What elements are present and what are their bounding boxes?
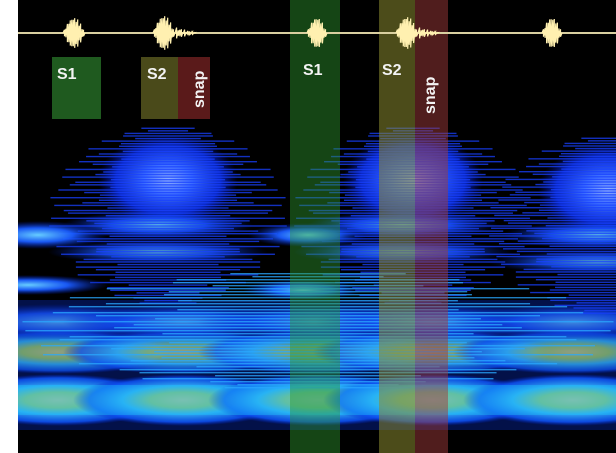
highlight-snap bbox=[415, 0, 448, 453]
lower-streaks bbox=[22, 273, 614, 389]
waveform-s1-third bbox=[541, 18, 563, 48]
s1-box-first bbox=[52, 57, 101, 119]
waveform-s2-first bbox=[152, 16, 197, 50]
waveform-s2-second bbox=[395, 17, 440, 49]
highlight-s1 bbox=[290, 0, 340, 453]
blob-streaks-0 bbox=[49, 127, 287, 304]
band-low-4 bbox=[463, 374, 616, 426]
label-s1-second: S1 bbox=[303, 62, 323, 79]
label-s2-second: S2 bbox=[382, 62, 402, 79]
label-s2-first: S2 bbox=[147, 66, 167, 83]
band-midlow-4 bbox=[453, 330, 616, 374]
s2-box-first bbox=[141, 57, 178, 119]
waveform-s1-second bbox=[306, 18, 328, 48]
bottom-cyan-strip bbox=[18, 385, 616, 415]
highlight-s2 bbox=[379, 0, 415, 453]
phonocardiogram-view: S1 S2 snap S1 S2 snap bbox=[18, 0, 616, 453]
blob-streaks-2 bbox=[489, 137, 616, 314]
label-s1-first: S1 bbox=[57, 66, 77, 83]
spectrogram bbox=[18, 0, 616, 453]
label-snap-second: snap bbox=[422, 76, 439, 114]
snap-box-first bbox=[178, 57, 210, 119]
left-fragment-b bbox=[18, 275, 108, 295]
mid-fragment-a bbox=[248, 223, 368, 247]
waveform-s1-first bbox=[62, 18, 86, 48]
left-fragment-a bbox=[18, 221, 108, 249]
label-snap-first: snap bbox=[191, 70, 208, 108]
